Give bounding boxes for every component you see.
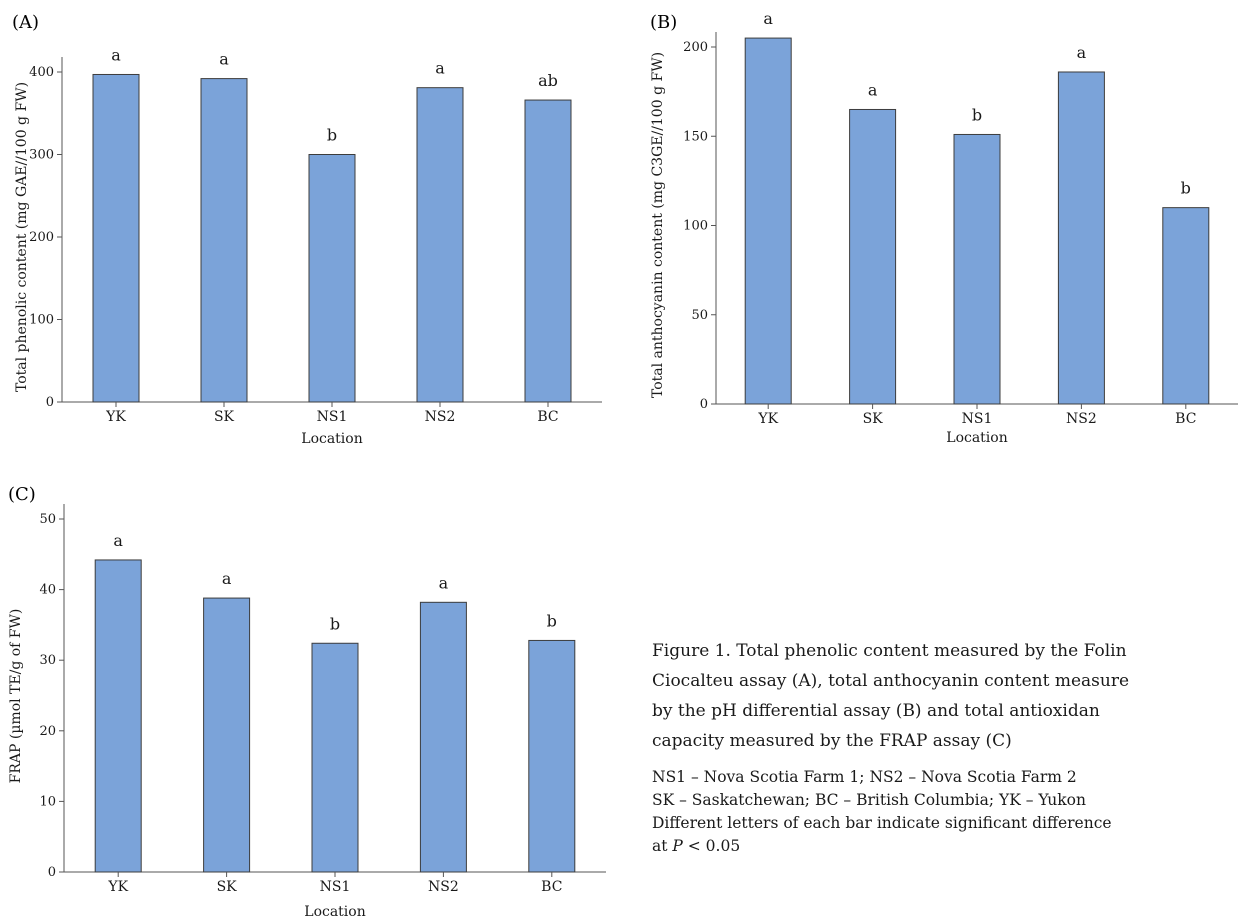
bar-bc [524,99,572,403]
bar-ns1 [308,154,356,403]
x-tick-label: NS2 [1066,411,1097,427]
x-tick-label: NS2 [425,409,456,425]
x-tick-label: BC [541,879,562,895]
bar-sk [200,78,248,403]
y-axis-title: FRAP (µmol TE/g of FW) [8,609,24,784]
pvalue-suffix: < 0.05 [682,837,741,855]
chart-c: (C) 0 10 20 30 40 50 YK a SK a NS1 b NS2 a BC b Location F… [8,484,606,918]
pvalue-prefix: at [652,837,673,855]
x-tick-label: SK [217,879,238,895]
significance-letter: a [1077,43,1087,62]
x-tick-label: NS1 [317,409,348,425]
y-tick-label: 200 [683,40,708,55]
significance-letter: a [111,45,121,64]
y-tick-label: 100 [683,219,708,234]
y-tick-label: 50 [39,512,56,527]
bar-bc [528,639,576,873]
y-tick-label: 40 [39,583,56,598]
x-tick-label: BC [537,409,558,425]
panel-label: (B) [650,12,677,33]
bar-ns2 [416,87,464,403]
pvalue-line: at P < 0.05 [652,835,1244,858]
caption-line: by the pH differential assay (B) and tot… [652,701,1100,721]
chart-a: (A) 0 100 200 300 400 YK a SK a NS1 b NS2 a BC ab Locati… [12,12,602,447]
x-tick-label: NS1 [962,411,993,427]
y-axis-title: Total phenolic content (mg GAE//100 g FW… [14,82,30,392]
significance-letter: a [439,573,449,592]
x-axis-title: Location [301,431,362,447]
y-tick-label: 0 [700,397,708,412]
significance-letter: b [972,105,982,124]
y-tick-label: 200 [29,230,54,245]
x-tick-label: SK [863,411,884,427]
x-axis-title: Location [946,430,1007,446]
bar-bc [1162,207,1210,405]
bar-sk [203,597,251,873]
note-line: SK – Saskatchewan; BC – British Columbia… [652,791,1086,809]
bar-yk [94,559,142,873]
chart-b: (B) 0 50 100 150 200 YK a SK a NS1 b NS2 a BC b Location… [650,9,1238,446]
note-line: NS1 – Nova Scotia Farm 1; NS2 – Nova Sco… [652,768,1077,786]
y-tick-label: 50 [691,308,708,323]
x-tick-label: SK [214,409,235,425]
significance-letter: b [1181,179,1191,198]
y-tick-label: 30 [39,653,56,668]
x-tick-label: BC [1175,411,1196,427]
x-tick-label: NS1 [320,879,351,895]
bar-ns2 [419,601,467,873]
significance-letter: b [327,126,337,145]
x-axis-title: Location [304,904,365,918]
bar-yk [744,37,792,405]
caption-line: capacity measured by the FRAP assay (C) [652,731,1012,751]
panel-label: (C) [8,484,36,505]
y-tick-label: 0 [48,865,56,880]
x-tick-label: YK [757,411,778,427]
caption-line: Figure 1. Total phenolic content measure… [652,641,1127,661]
caption-line: Ciocalteu assay (A), total anthocyanin c… [652,671,1130,691]
panel-c: (C) 0 10 20 30 40 50 YK a SK a NS1 b NS2 a BC b Location F… [0,470,620,918]
x-tick-label: YK [105,409,126,425]
bar-yk [92,73,140,403]
significance-letter: a [113,531,123,550]
y-tick-label: 0 [46,395,54,410]
y-tick-label: 300 [29,148,54,163]
significance-letter: a [219,50,229,69]
y-tick-label: 100 [29,313,54,328]
y-tick-label: 20 [39,724,56,739]
significance-letter: b [547,611,557,630]
note-line: Different letters of each bar indicate s… [652,814,1112,832]
bar-sk [849,108,897,405]
y-tick-label: 10 [39,794,56,809]
x-tick-label: NS2 [428,879,459,895]
panel-b: (B) 0 50 100 150 200 YK a SK a NS1 b NS2 a BC b Location… [620,0,1244,450]
bar-ns1 [953,133,1001,405]
caption-main: Figure 1. Total phenolic content measure… [652,636,1244,756]
bar-ns2 [1057,71,1105,405]
panel-a: (A) 0 100 200 300 400 YK a SK a NS1 b NS2 a BC ab Locati… [0,0,620,450]
caption-note: NS1 – Nova Scotia Farm 1; NS2 – Nova Sco… [652,766,1244,858]
figure-caption: Figure 1. Total phenolic content measure… [652,636,1244,858]
pvalue-symbol: P [672,837,683,855]
y-axis-title: Total anthocyanin content (mg C3GE//100 … [650,52,666,398]
x-tick-label: YK [107,879,128,895]
y-tick-label: 400 [29,65,54,80]
y-tick-label: 150 [683,129,708,144]
significance-letter: a [222,569,232,588]
significance-letter: a [868,80,878,99]
significance-letter: ab [538,71,558,90]
significance-letter: a [763,9,773,28]
panel-label: (A) [12,12,39,33]
significance-letter: a [435,59,445,78]
significance-letter: b [330,614,340,633]
bar-ns1 [311,642,359,873]
